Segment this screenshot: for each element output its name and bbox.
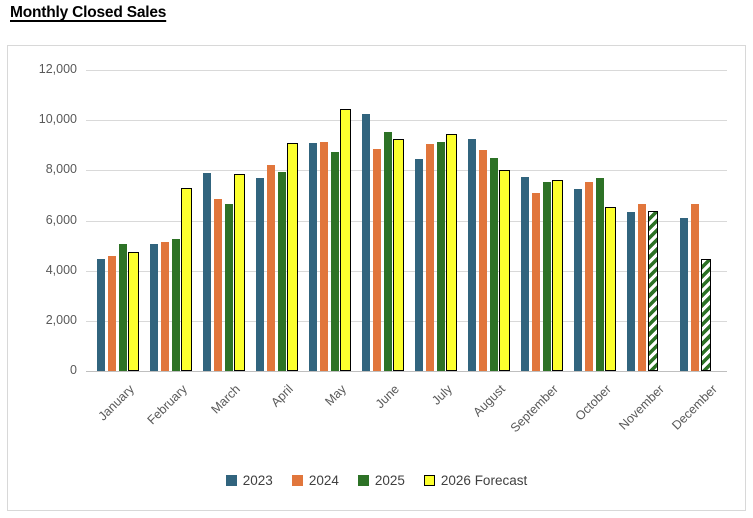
bar-2023-july[interactable] [415, 159, 424, 371]
bar-2023-october[interactable] [574, 189, 583, 371]
page-title: Monthly Closed Sales [10, 4, 167, 21]
y-tick-label: 12,000 [38, 62, 77, 76]
bar-2024-april[interactable] [266, 165, 275, 371]
bar-2025-july[interactable] [436, 141, 445, 371]
bar-2026-forecast-april[interactable] [287, 142, 298, 371]
bar-2023-may[interactable] [309, 142, 318, 371]
bar-2024-october[interactable] [584, 181, 593, 371]
bar-2024-january[interactable] [107, 256, 116, 371]
legend-swatch-2023 [225, 475, 237, 486]
y-tick-label: 10,000 [38, 112, 77, 126]
legend-label-2025: 2025 [374, 473, 405, 488]
gridline [86, 70, 727, 71]
bar-2024-june[interactable] [372, 149, 381, 371]
bar-2024-may[interactable] [319, 141, 328, 371]
bar-2026-forecast-january[interactable] [128, 251, 139, 371]
bar-2024-july[interactable] [425, 144, 434, 371]
bar-2023-november[interactable] [627, 211, 636, 371]
gridline [86, 221, 727, 222]
bar-2025-april[interactable] [277, 171, 286, 371]
legend-item-2024[interactable]: 2024 [291, 473, 339, 488]
bar-2026-forecast-june[interactable] [393, 139, 404, 371]
bar-2025-may[interactable] [330, 151, 339, 371]
bar-2025-february[interactable] [171, 239, 180, 371]
legend-swatch-2025 [357, 475, 369, 486]
legend-label-2024: 2024 [308, 473, 339, 488]
bar-2024-february[interactable] [160, 241, 169, 371]
y-tick-label: 2,000 [45, 313, 77, 327]
bar-2026-forecast-may[interactable] [340, 108, 351, 371]
x-axis-line [86, 371, 727, 372]
bar-2023-august[interactable] [468, 139, 477, 371]
bar-2025-november[interactable] [647, 210, 658, 371]
gridline [86, 321, 727, 322]
bar-2024-march[interactable] [213, 199, 222, 371]
bar-2024-september[interactable] [531, 192, 540, 371]
gridline [86, 120, 727, 121]
bar-2024-august[interactable] [478, 150, 487, 371]
legend-swatch-2026-forecast [423, 475, 435, 486]
bar-2025-october[interactable] [595, 177, 604, 371]
bar-2023-september[interactable] [521, 176, 530, 371]
legend-swatch-2024 [291, 475, 303, 486]
bar-2026-forecast-march[interactable] [234, 174, 245, 371]
bar-2025-december[interactable] [700, 259, 711, 371]
gridline [86, 170, 727, 171]
legend-label-2023: 2023 [242, 473, 273, 488]
legend-item-2023[interactable]: 2023 [225, 473, 273, 488]
chart-legend: 2023 2024 2025 2026 Forecast [8, 473, 745, 488]
bar-2023-january[interactable] [97, 259, 106, 371]
bar-2023-february[interactable] [150, 243, 159, 371]
bar-2026-forecast-july[interactable] [446, 134, 457, 371]
bar-2025-june[interactable] [383, 131, 392, 371]
bar-2023-march[interactable] [203, 172, 212, 371]
bar-2026-forecast-october[interactable] [605, 206, 616, 371]
bar-2025-august[interactable] [489, 157, 498, 371]
y-tick-label: 6,000 [45, 213, 77, 227]
y-tick-label: 8,000 [45, 162, 77, 176]
bar-2023-june[interactable] [362, 113, 371, 371]
y-tick-label: 4,000 [45, 263, 77, 277]
chart-panel[interactable]: 0 2,000 4,000 6,000 8,000 10,000 12,000 Januar… [7, 45, 746, 511]
bar-2026-forecast-february[interactable] [181, 187, 192, 371]
bar-2026-forecast-august[interactable] [499, 170, 510, 371]
bar-2026-forecast-september[interactable] [552, 180, 563, 371]
legend-item-2026-forecast[interactable]: 2026 Forecast [423, 473, 528, 488]
bar-2025-september[interactable] [542, 181, 551, 371]
gridline [86, 271, 727, 272]
legend-item-2025[interactable]: 2025 [357, 473, 405, 488]
bar-2023-december[interactable] [680, 218, 689, 371]
legend-label-2026-forecast: 2026 Forecast [440, 473, 528, 488]
bar-2025-january[interactable] [118, 244, 127, 371]
y-tick-label: 0 [70, 363, 77, 377]
bar-2023-april[interactable] [256, 177, 265, 371]
bar-2025-march[interactable] [224, 204, 233, 371]
bar-2024-december[interactable] [690, 204, 699, 371]
bar-2024-november[interactable] [637, 204, 646, 371]
